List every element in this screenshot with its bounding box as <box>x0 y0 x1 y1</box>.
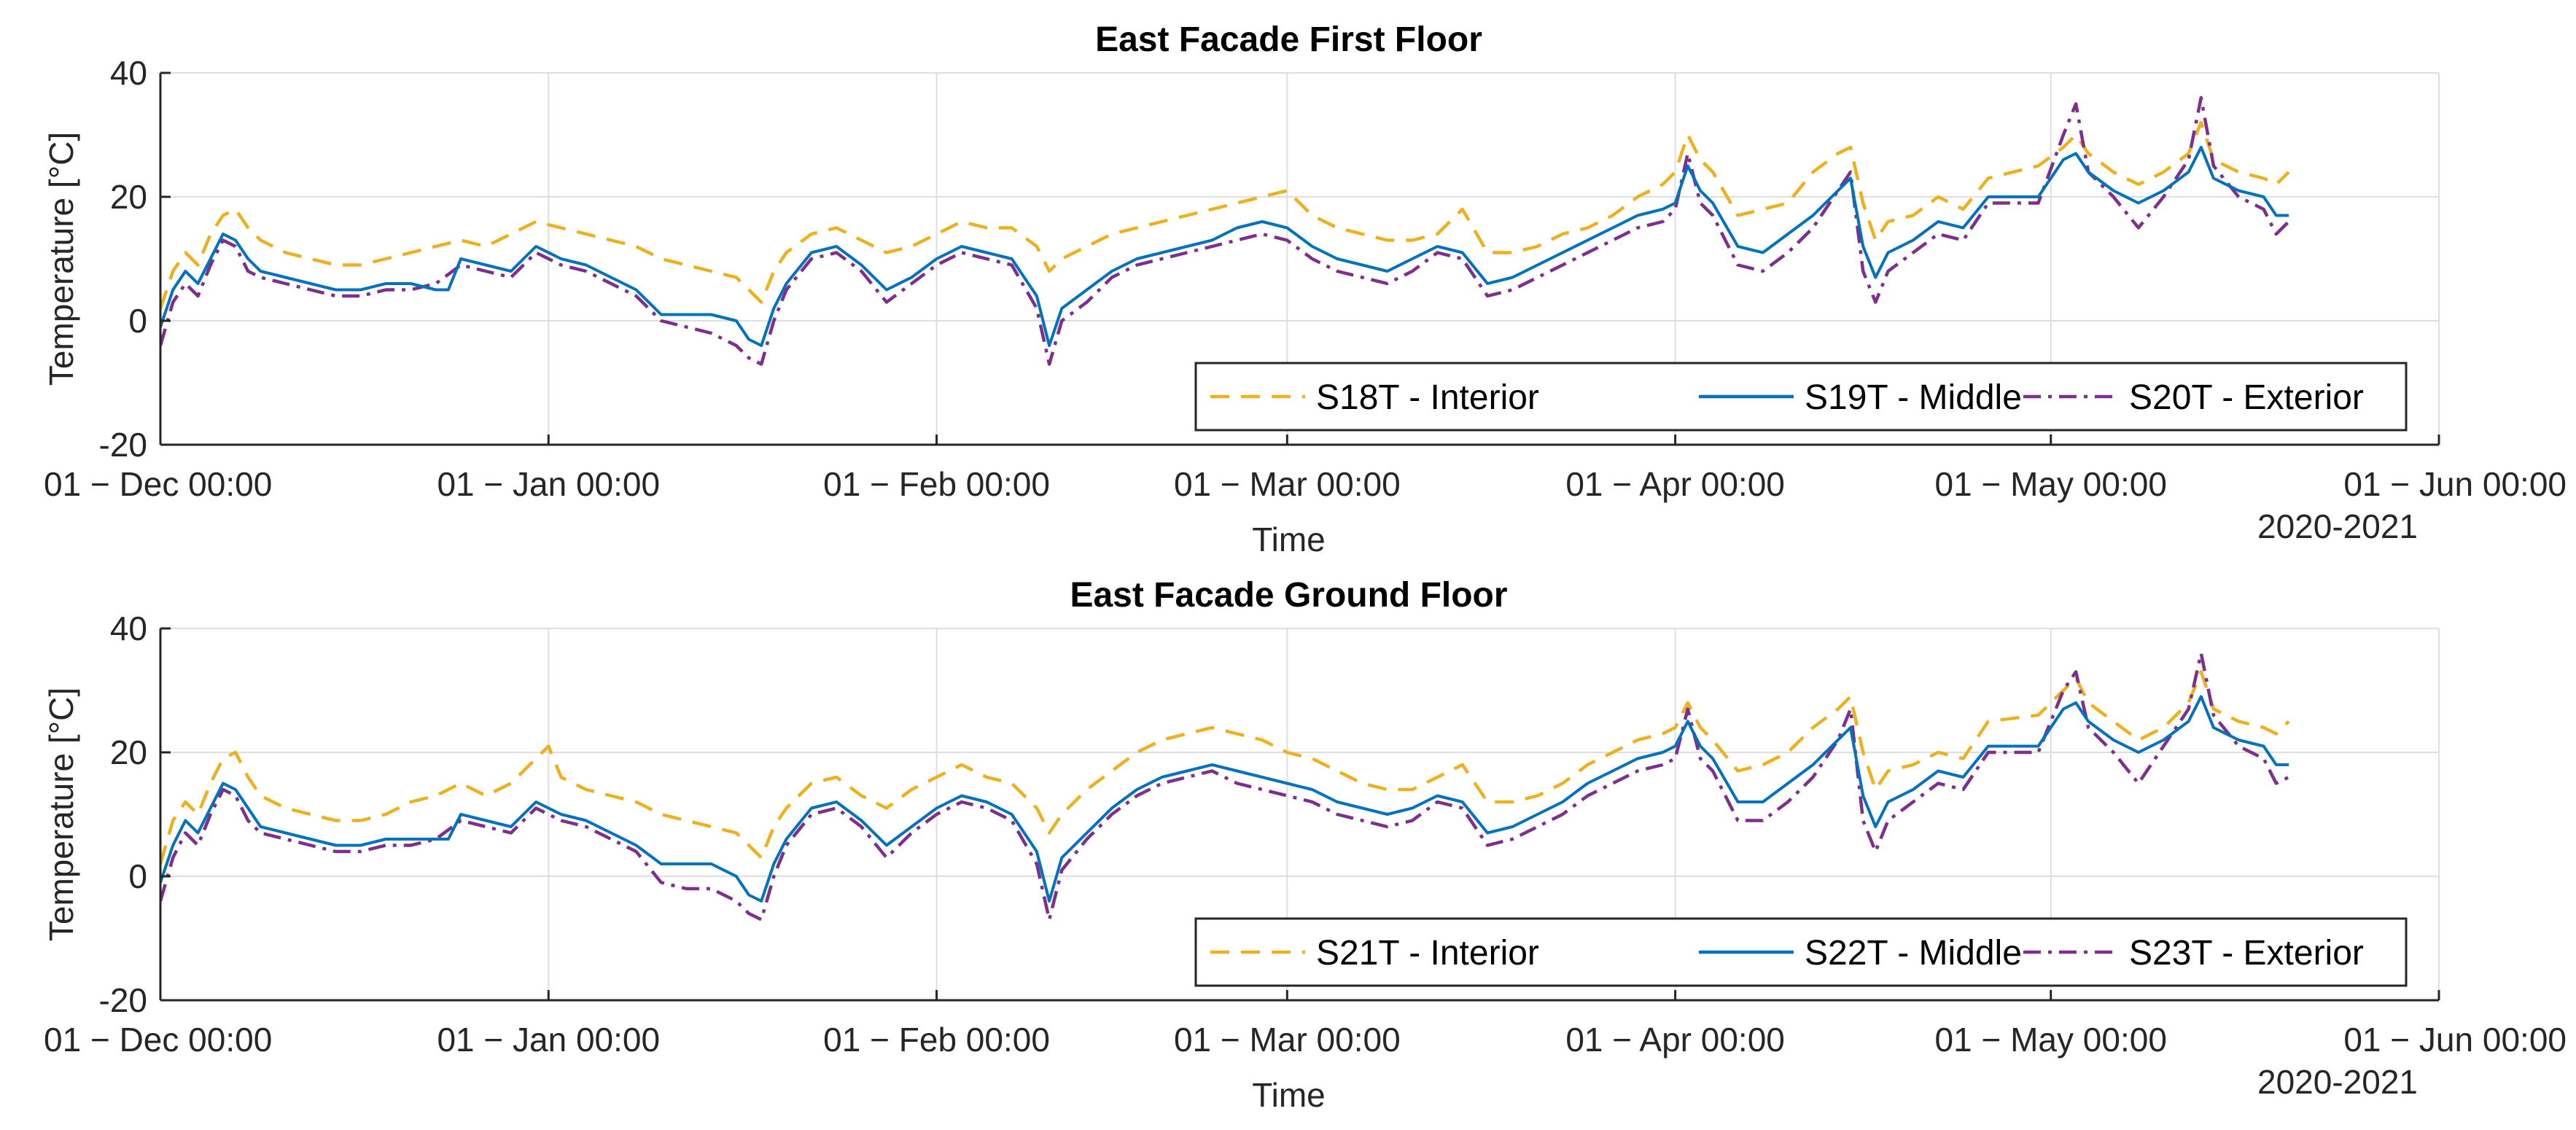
y-tick-label: 20 <box>110 178 147 216</box>
x-tick-label: 01 − Feb 00:00 <box>823 1021 1050 1059</box>
x-tick-label: 01 − Dec 00:00 <box>44 1021 272 1059</box>
series-line-1 <box>160 670 2290 865</box>
legend-box <box>1194 917 2408 987</box>
x-tick-label: 01 − Jan 00:00 <box>437 1021 660 1059</box>
x-axis-label: Time <box>1252 521 1326 558</box>
series-line-2 <box>160 146 2289 347</box>
y-tick-label: -20 <box>99 981 147 1019</box>
legend-label-1: S21T - Interior <box>1316 934 1539 973</box>
legend: S18T - Interior S19T - Middle S20T - Exter… <box>1194 362 2408 432</box>
chart-title: East Facade First Floor <box>1095 20 1482 59</box>
series-line-1 <box>160 120 2290 309</box>
y-axis-label: Temperature [°C] <box>42 687 80 941</box>
chart-panel-2: -20 0 20 40 01 − Dec 00:00 01 − Jan 00:00 01 −… <box>42 576 2567 1114</box>
legend-label-2: S19T - Middle <box>1805 378 2022 417</box>
legend-label-3: S23T - Exterior <box>2129 934 2364 973</box>
period-label: 2020-2021 <box>2257 1063 2418 1101</box>
series-line-3 <box>160 651 2289 921</box>
x-tick-label: 01 − Apr 00:00 <box>1565 1021 1785 1059</box>
x-tick-label: 01 − Jan 00:00 <box>437 465 660 503</box>
y-tick-label: 20 <box>110 733 147 771</box>
ticks: -20 0 20 40 01 − Dec 00:00 01 − Jan 00:00 01 −… <box>44 54 2567 503</box>
x-tick-label: 01 − May 00:00 <box>1935 1021 2167 1059</box>
chart-panel-1: -20 0 20 40 01 − Dec 00:00 01 − Jan 00:00 01 −… <box>42 20 2567 558</box>
x-tick-label: 01 − Jun 00:00 <box>2343 1021 2567 1059</box>
y-axis-label: Temperature [°C] <box>42 132 80 386</box>
chart-title: East Facade Ground Floor <box>1070 576 1507 615</box>
y-tick-label: 0 <box>128 302 147 340</box>
legend: S21T - Interior S22T - Middle S23T - Exter… <box>1194 917 2408 987</box>
legend-label-2: S22T - Middle <box>1805 934 2022 973</box>
y-tick-label: 40 <box>110 54 147 92</box>
grid <box>160 72 2440 445</box>
x-tick-label: 01 − Mar 00:00 <box>1174 1021 1401 1059</box>
series-group <box>160 651 2290 921</box>
x-tick-label: 01 − Dec 00:00 <box>44 465 272 503</box>
x-tick-label: 01 − Feb 00:00 <box>823 465 1050 503</box>
x-tick-label: 01 − May 00:00 <box>1935 465 2167 503</box>
legend-label-1: S18T - Interior <box>1316 378 1539 417</box>
series-line-3 <box>160 96 2290 366</box>
axes <box>159 73 2439 446</box>
legend-box <box>1194 362 2408 432</box>
x-tick-label: 01 − Jun 00:00 <box>2343 465 2567 503</box>
axes <box>159 628 2439 1002</box>
series-group <box>160 96 2290 366</box>
legend-label-3: S20T - Exterior <box>2129 378 2364 417</box>
x-tick-label: 01 − Apr 00:00 <box>1565 465 1785 503</box>
period-label: 2020-2021 <box>2257 507 2418 545</box>
series-line-2 <box>160 695 2289 903</box>
x-axis-label: Time <box>1252 1076 1326 1114</box>
y-tick-label: 0 <box>128 857 147 895</box>
y-tick-label: -20 <box>99 426 147 464</box>
y-tick-label: 40 <box>110 609 147 647</box>
x-tick-label: 01 − Mar 00:00 <box>1174 465 1401 503</box>
ticks: -20 0 20 40 01 − Dec 00:00 01 − Jan 00:00 01 −… <box>44 609 2567 1059</box>
